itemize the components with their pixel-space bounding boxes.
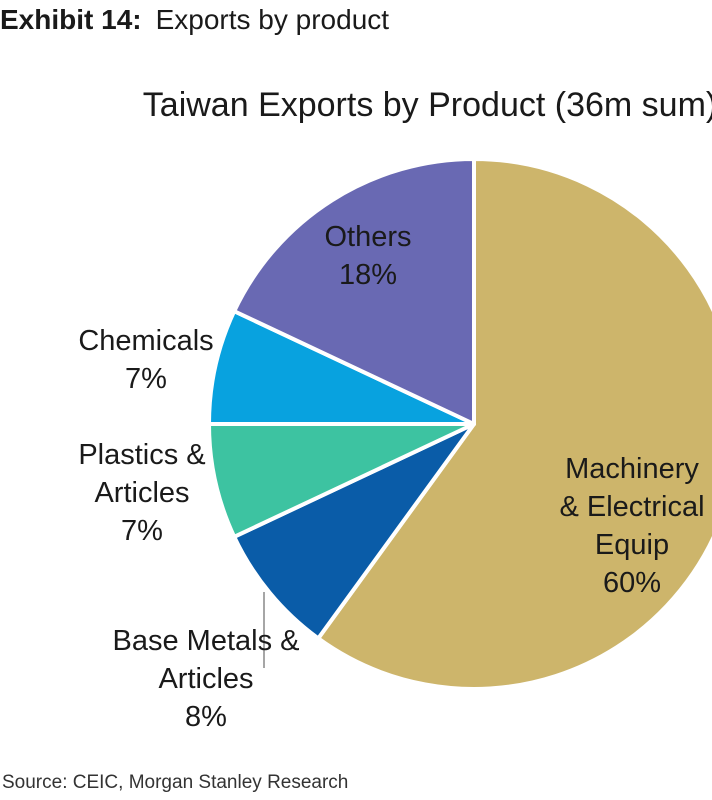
slice-name-line: & Electrical (559, 491, 704, 523)
slice-percent-plastics: 7% (121, 515, 163, 547)
slice-percent-chemicals: 7% (125, 363, 167, 395)
slice-percent-base_metals: 8% (185, 701, 227, 733)
slice-label-chemicals: Chemicals 7% (78, 325, 213, 395)
slice-name-line: Base Metals & (113, 625, 300, 657)
pie-chart: Taiwan Exports by Product (36m sum) Mach… (0, 0, 712, 760)
slice-name-line: Articles (158, 663, 253, 695)
slice-name-line: Machinery (565, 453, 699, 485)
source-note: Source: CEIC, Morgan Stanley Research (2, 772, 348, 794)
slice-name-line: Plastics & (78, 439, 205, 471)
slice-label-base_metals: Base Metals & Articles 8% (113, 625, 300, 733)
slice-percent-machinery: 60% (603, 567, 661, 599)
slice-name-line: Others (324, 221, 411, 253)
slice-percent-others: 18% (339, 259, 397, 291)
pie-slices (209, 159, 712, 689)
slice-name-line: Chemicals (78, 325, 213, 357)
slice-label-plastics: Plastics & Articles 7% (78, 439, 205, 547)
slice-name-line: Equip (595, 529, 669, 561)
chart-title: Taiwan Exports by Product (36m sum) (143, 86, 712, 124)
slice-name-line: Articles (94, 477, 189, 509)
